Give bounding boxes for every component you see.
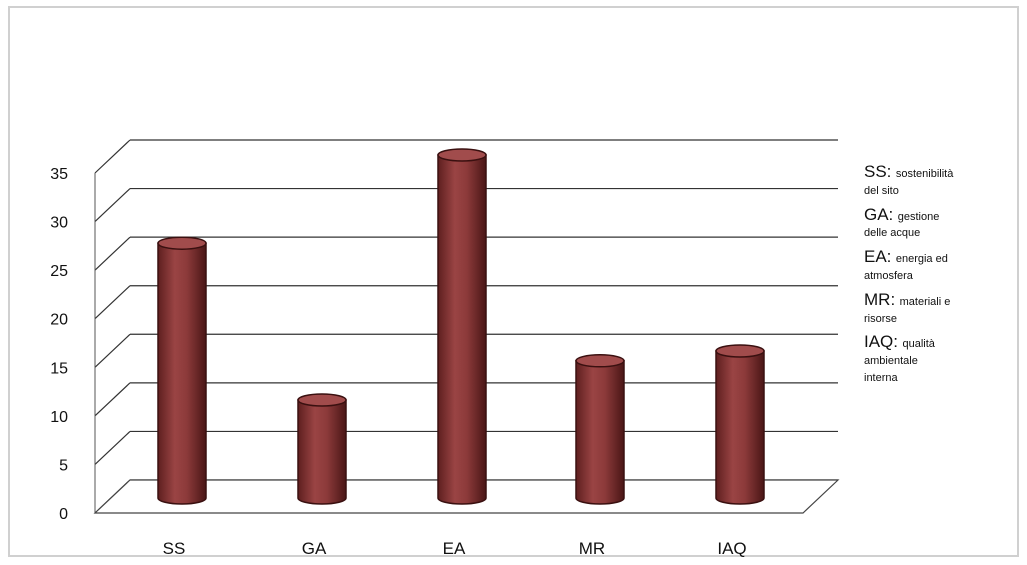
y-tick-label: 0 [59,506,68,523]
legend-desc: risorse [864,312,898,325]
x-category-label: MR [579,539,605,558]
bar-top [437,148,487,162]
legend-code: SS: [864,162,892,181]
bar-body [715,350,765,505]
legend-desc: del sito [864,184,899,197]
x-category-label: GA [302,539,327,558]
legend-entry-iaq: IAQ: qualità ambientale interna [864,333,1014,385]
legend-desc: sostenibilità [895,168,954,180]
legend-code: EA: [864,247,892,267]
side-gridline [94,236,131,271]
side-gridline [94,285,131,320]
legend-desc: energia ed [895,253,948,266]
x-category-label: IAQ [717,539,746,558]
legend-desc: delle acque [864,227,921,240]
bar-top [715,344,765,358]
y-tick-label: 10 [50,409,68,426]
bar-ss [157,236,207,505]
side-gridline [94,333,131,368]
legend-code: MR: [864,289,896,309]
bar-body [575,360,625,505]
legend-code: GA: [864,204,894,224]
bar-body [297,399,347,505]
y-tick-label: 35 [50,166,68,183]
bar-top [157,236,207,250]
legend-entry-ss: SS: sostenibilità del sito [864,163,1014,199]
side-gridline [94,382,131,417]
bar-top [575,354,625,368]
bar-top [297,393,347,407]
y-tick-label: 20 [50,312,68,329]
legend-entry-ea: EA: energia ed atmosfera [864,248,1014,284]
legend-desc: materiali e [899,295,951,308]
bar-ga [297,393,347,505]
legend-desc: ambientale [864,355,918,368]
x-axis-category-labels: SS GA EA MR IAQ [163,539,747,558]
side-gridline [94,139,131,174]
x-category-label: EA [443,539,466,558]
legend-desc: gestione [897,210,940,223]
bar-iaq [715,344,765,505]
legend: SS: sostenibilità del sito GA: gestione … [864,163,1014,393]
legend-desc: atmosfera [864,269,913,282]
legend-code: IAQ: [864,332,899,352]
side-gridline [94,188,131,223]
x-category-label: SS [163,539,186,558]
bar-body [157,242,207,505]
legend-entry-mr: MR: materiali e risorse [864,289,1014,327]
y-tick-label: 15 [50,360,68,377]
legend-entry-ga: GA: gestione delle acque [864,204,1014,242]
y-tick-label: 5 [59,457,68,474]
legend-desc: interna [864,371,898,384]
legend-desc: qualità [902,338,935,351]
bars [157,148,765,505]
y-tick-label: 25 [50,263,68,280]
y-axis-tick-labels: 0 5 10 15 20 25 30 35 [50,166,68,523]
bar-mr [575,354,625,505]
y-tick-label: 30 [50,215,68,232]
bar-body [437,154,487,505]
side-gridline [94,430,131,465]
bar-ea [437,148,487,505]
